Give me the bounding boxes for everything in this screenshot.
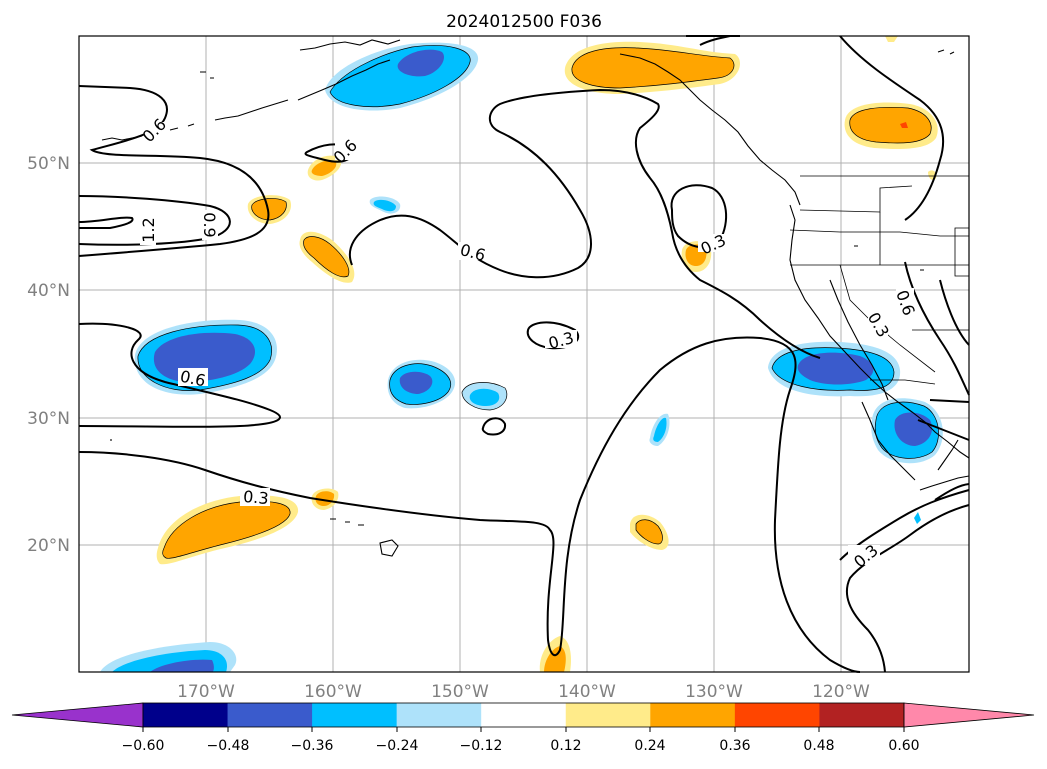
lon-label: 130°W	[685, 682, 743, 702]
colorbar-extend-high	[903, 702, 1035, 728]
colorbar-segment	[481, 703, 567, 727]
colorbar-segment	[650, 703, 736, 727]
colorbar-segment	[227, 703, 313, 727]
colorbar-tick-label: 0.12	[550, 738, 581, 754]
lon-label: 170°W	[177, 682, 235, 702]
colorbar-tick-label: 0.36	[719, 738, 750, 754]
colorbar-segment	[734, 703, 820, 727]
map-plot-area: 0.6 0.6 1.2 0.9 0.6 0.3 0.3 0.6 0.3 0.3 …	[78, 35, 970, 673]
lat-label: 50°N	[27, 154, 70, 174]
colorbar-tick-label: −0.60	[122, 738, 165, 754]
map-frame	[78, 35, 970, 673]
colorbar-segment	[143, 703, 229, 727]
colorbar-tick-label: −0.24	[376, 738, 419, 754]
lat-label: 40°N	[27, 281, 70, 301]
colorbar-segment	[396, 703, 482, 727]
contour-label: 0.9	[200, 212, 219, 237]
colorbar: −0.60 −0.48 −0.36 −0.24 −0.12 0.12 0.24 …	[11, 702, 1035, 754]
lon-label: 150°W	[431, 682, 489, 702]
colorbar-tick-label: −0.48	[207, 738, 250, 754]
lon-label: 120°W	[812, 682, 870, 702]
colorbar-tick-label: −0.12	[460, 738, 503, 754]
contour-label: 0.3	[242, 487, 269, 508]
contour-label-group: 0.6 0.6 1.2 0.9 0.6 0.3 0.3 0.6 0.3 0.3 …	[139, 115, 919, 572]
coastlines	[101, 39, 970, 557]
colorbar-tick-labels: −0.60 −0.48 −0.36 −0.24 −0.12 0.12 0.24 …	[122, 738, 920, 754]
contour-label: 1.2	[139, 217, 158, 242]
colorbar-tick-label: 0.48	[803, 738, 834, 754]
colorbar-tick-label: 0.60	[888, 738, 919, 754]
colorbar-extend-low	[11, 702, 144, 728]
colorbar-segment	[819, 703, 905, 727]
longitude-labels: 170°W 160°W 150°W 140°W 130°W 120°W	[177, 682, 870, 702]
lat-label: 20°N	[27, 536, 70, 556]
colorbar-segments	[11, 702, 1035, 728]
colorbar-tick-label: 0.24	[634, 738, 665, 754]
figure-title: 2024012500 F036	[446, 12, 602, 32]
colorbar-ticks	[142, 727, 905, 732]
anomaly-shading	[100, 36, 943, 672]
contour-label: 0.6	[178, 367, 207, 391]
shading-outlines	[137, 45, 939, 559]
lat-label: 30°N	[27, 409, 70, 429]
latitude-labels: 50°N 40°N 30°N 20°N	[27, 154, 70, 556]
colorbar-segment	[565, 703, 651, 727]
colorbar-tick-label: −0.36	[291, 738, 334, 754]
lon-label: 160°W	[304, 682, 362, 702]
lon-label: 140°W	[558, 682, 616, 702]
colorbar-frame	[142, 702, 905, 728]
colorbar-segment	[312, 703, 398, 727]
